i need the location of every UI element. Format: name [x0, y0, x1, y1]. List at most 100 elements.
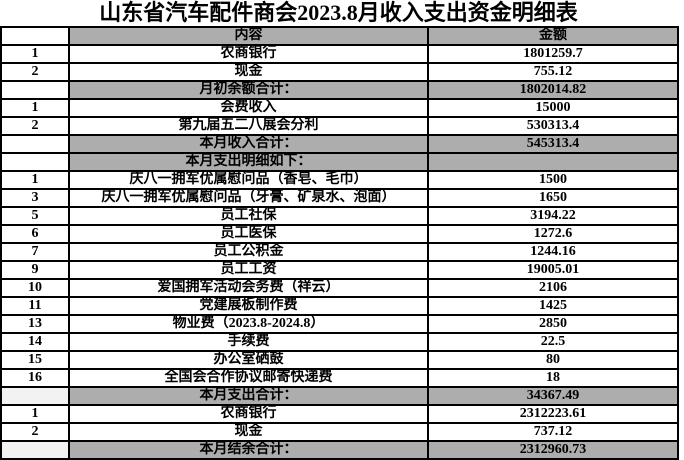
table-row: 7 员工公积金 1244.16 [0, 242, 679, 262]
table-row: 6 员工医保 1272.6 [0, 224, 679, 244]
cell-content: 农商银行 [68, 404, 429, 424]
table-row: 1 农商银行 1801259.7 [0, 44, 679, 64]
table-row: 本月支出合计： 34367.49 [0, 386, 679, 406]
cell-amount: 755.12 [427, 62, 679, 82]
cell-content: 办公室硒鼓 [68, 350, 429, 370]
cell-amount: 19005.01 [427, 260, 679, 280]
cell-num: 15 [0, 350, 70, 370]
cell-content: 庆八一拥军优属慰问品（香皂、毛巾） [68, 170, 429, 190]
page-title: 山东省汽车配件商会2023.8月收入支出资金明细表 [99, 0, 578, 25]
table-row: 月初余额合计： 1802014.82 [0, 80, 679, 100]
cell-content: 本月结余合计： [68, 440, 429, 460]
cell-num: 7 [0, 242, 70, 262]
table-row: 14 手续费 22.5 [0, 332, 679, 352]
cell-num: 1 [0, 98, 70, 118]
cell-content: 全国会合作协议邮寄快递费 [68, 368, 429, 388]
cell-content: 员工工资 [68, 260, 429, 280]
cell-amount: 1802014.82 [427, 80, 679, 100]
table-row: 13 物业费（2023.8-2024.8） 2850 [0, 314, 679, 334]
cell-num [0, 386, 70, 406]
cell-num [0, 134, 70, 154]
cell-num: 13 [0, 314, 70, 334]
cell-num: 2 [0, 422, 70, 442]
cell-amount: 545313.4 [427, 134, 679, 154]
cell-num: 9 [0, 260, 70, 280]
cell-amount: 3194.22 [427, 206, 679, 226]
cell-amount: 2106 [427, 278, 679, 298]
cell-num: 2 [0, 116, 70, 136]
table-row: 本月收入合计： 545313.4 [0, 134, 679, 154]
header-row: 内容 金额 [0, 26, 679, 46]
cell-amount: 2312223.61 [427, 404, 679, 424]
cell-amount: 1650 [427, 188, 679, 208]
cell-content: 庆八一拥军优属慰问品（牙膏、矿泉水、泡面） [68, 188, 429, 208]
cell-amount: 737.12 [427, 422, 679, 442]
cell-content: 现金 [68, 422, 429, 442]
cell-num: 14 [0, 332, 70, 352]
table-row: 5 员工社保 3194.22 [0, 206, 679, 226]
cell-num: 5 [0, 206, 70, 226]
cell-content: 员工社保 [68, 206, 429, 226]
cell-content: 爱国拥军活动会务费（祥云） [68, 278, 429, 298]
header-cell-num [0, 26, 70, 46]
cell-amount: 2312960.73 [427, 440, 679, 460]
cell-amount: 22.5 [427, 332, 679, 352]
table-row: 1 庆八一拥军优属慰问品（香皂、毛巾） 1500 [0, 170, 679, 190]
cell-amount: 1500 [427, 170, 679, 190]
table-row: 本月结余合计： 2312960.73 [0, 440, 679, 460]
cell-content: 现金 [68, 62, 429, 82]
cell-num [0, 152, 70, 172]
table-row: 9 员工工资 19005.01 [0, 260, 679, 280]
cell-num: 2 [0, 62, 70, 82]
cell-num [0, 440, 70, 460]
cell-amount: 1272.6 [427, 224, 679, 244]
table-body: 1 农商银行 1801259.7 2 现金 755.12 月初余额合计： 1802014.82… [0, 44, 679, 460]
cell-num: 10 [0, 278, 70, 298]
table-row: 3 庆八一拥军优属慰问品（牙膏、矿泉水、泡面） 1650 [0, 188, 679, 208]
cell-amount: 1801259.7 [427, 44, 679, 64]
cell-amount: 15000 [427, 98, 679, 118]
table-row: 本月支出明细如下： [0, 152, 679, 172]
table-row: 1 会费收入 15000 [0, 98, 679, 118]
cell-num [0, 80, 70, 100]
cell-num: 1 [0, 44, 70, 64]
cell-amount [427, 152, 679, 172]
cell-content: 本月收入合计： [68, 134, 429, 154]
cell-content: 本月支出合计： [68, 386, 429, 406]
header-cell-amount: 金额 [427, 26, 679, 46]
cell-content: 第九届五二八展会分利 [68, 116, 429, 136]
cell-content: 员工公积金 [68, 242, 429, 262]
header-cell-content: 内容 [68, 26, 429, 46]
cell-num: 16 [0, 368, 70, 388]
cell-num: 3 [0, 188, 70, 208]
cell-num: 6 [0, 224, 70, 244]
table-row: 1 农商银行 2312223.61 [0, 404, 679, 424]
cell-content: 会费收入 [68, 98, 429, 118]
table-row: 2 第九届五二八展会分利 530313.4 [0, 116, 679, 136]
cell-content: 员工医保 [68, 224, 429, 244]
table-row: 2 现金 737.12 [0, 422, 679, 442]
cell-content: 农商银行 [68, 44, 429, 64]
cell-content: 本月支出明细如下： [68, 152, 429, 172]
cell-content: 党建展板制作费 [68, 296, 429, 316]
cell-content: 物业费（2023.8-2024.8） [68, 314, 429, 334]
table-row: 11 党建展板制作费 1425 [0, 296, 679, 316]
cell-amount: 530313.4 [427, 116, 679, 136]
table-row: 15 办公室硒鼓 80 [0, 350, 679, 370]
cell-num: 1 [0, 170, 70, 190]
cell-content: 手续费 [68, 332, 429, 352]
cell-amount: 1244.16 [427, 242, 679, 262]
table-row: 10 爱国拥军活动会务费（祥云） 2106 [0, 278, 679, 298]
cell-content: 月初余额合计： [68, 80, 429, 100]
cell-amount: 80 [427, 350, 679, 370]
cell-num: 11 [0, 296, 70, 316]
table-row: 2 现金 755.12 [0, 62, 679, 82]
cell-amount: 34367.49 [427, 386, 679, 406]
cell-amount: 1425 [427, 296, 679, 316]
cell-amount: 2850 [427, 314, 679, 334]
cell-amount: 18 [427, 368, 679, 388]
table-row: 16 全国会合作协议邮寄快递费 18 [0, 368, 679, 388]
ledger-table: 内容 金额 1 农商银行 1801259.7 2 现金 755.12 月初余额合计： 1802… [0, 26, 679, 460]
cell-num: 1 [0, 404, 70, 424]
